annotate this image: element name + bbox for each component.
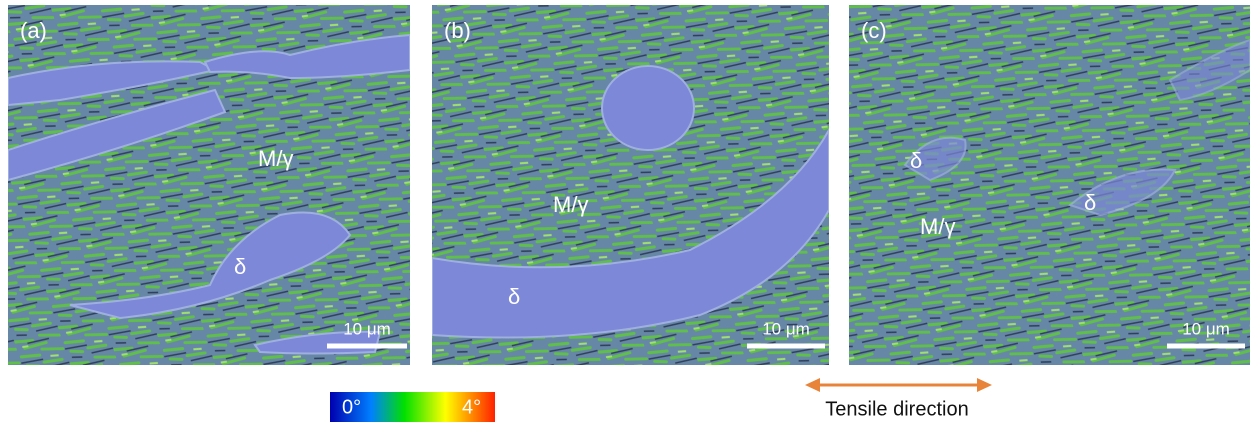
arrow-label: Tensile direction [825, 398, 968, 420]
annotation: δ [1084, 190, 1096, 215]
annotation: M/γ [920, 214, 955, 239]
panel-a [8, 5, 410, 365]
panel-label: (a) [20, 18, 47, 43]
colorbar-max: 4° [462, 396, 481, 418]
panel-c [849, 5, 1250, 365]
colorbar-min: 0° [342, 396, 361, 418]
annotation: M/γ [258, 146, 293, 171]
scale-label: 10 μm [1182, 319, 1230, 338]
scale-label: 10 μm [343, 319, 391, 338]
panel-label: (b) [444, 18, 471, 43]
figure: (a) M/γ δ 10 μm (b) M/γ δ 10 μm (c) δ δ … [0, 0, 1253, 425]
annotation: δ [508, 284, 520, 309]
annotation: M/γ [553, 192, 588, 217]
annotation: δ [910, 148, 922, 173]
scale-label: 10 μm [762, 319, 810, 338]
panel-b [432, 5, 829, 365]
annotation: δ [234, 254, 246, 279]
arrow [805, 378, 992, 392]
panel-label: (c) [861, 18, 887, 43]
